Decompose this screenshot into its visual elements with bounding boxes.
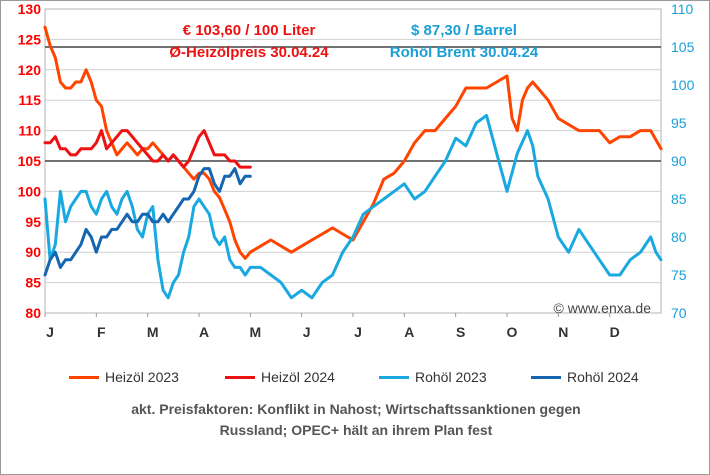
left-tick-105: 105: [18, 153, 42, 169]
brent-price-subtitle: Rohöl Brent 30.04.24: [390, 44, 539, 61]
legend-item-rohoel-2024: Rohöl 2024: [531, 369, 639, 385]
watermark: © www.enxa.de: [554, 300, 652, 316]
right-tick-80: 80: [671, 229, 687, 245]
x-tick-label-11: N: [558, 324, 568, 340]
right-tick-95: 95: [671, 115, 687, 131]
x-tick-label-1: J: [46, 324, 54, 340]
left-tick-95: 95: [25, 214, 41, 230]
legend-label-rohoel-2023: Rohöl 2023: [415, 369, 487, 385]
x-tick-label-7: J: [354, 324, 362, 340]
right-tick-110: 110: [671, 1, 694, 17]
right-tick-75: 75: [671, 267, 687, 283]
left-tick-85: 85: [25, 275, 41, 291]
brent-price-title: $ 87,30 / Barrel: [411, 22, 517, 39]
left-tick-120: 120: [18, 62, 42, 78]
legend-swatch-rohoel-2024: [531, 375, 561, 379]
x-tick-label-6: J: [303, 324, 311, 340]
heating-oil-price-title: € 103,60 / 100 Liter: [183, 22, 316, 39]
x-tick-label-9: S: [456, 324, 465, 340]
series-line-heizoel-2024: [43, 129, 252, 169]
legend-item-heizoel-2023: Heizöl 2023: [69, 369, 179, 385]
price-factors-line-1: akt. Preisfaktoren: Konflikt in Nahost; …: [131, 401, 581, 417]
left-tick-80: 80: [25, 305, 41, 321]
left-tick-110: 110: [18, 123, 41, 139]
legend-label-heizoel-2024: Heizöl 2024: [261, 369, 335, 385]
legend-label-rohoel-2024: Rohöl 2024: [567, 369, 639, 385]
left-tick-100: 100: [18, 183, 42, 199]
x-tick-label-12: D: [610, 324, 620, 340]
left-tick-130: 130: [18, 1, 42, 17]
left-tick-115: 115: [18, 92, 41, 108]
x-tick-label-8: A: [404, 324, 414, 340]
right-tick-90: 90: [671, 153, 687, 169]
series-line-heizoel-2023: [43, 25, 663, 260]
right-tick-85: 85: [671, 191, 687, 207]
legend-label-heizoel-2023: Heizöl 2023: [105, 369, 179, 385]
right-tick-100: 100: [671, 77, 695, 93]
price-factors-line-2: Russland; OPEC+ hält an ihrem Plan fest: [219, 422, 493, 438]
x-tick-label-2: F: [97, 324, 106, 340]
legend-swatch-rohoel-2023: [379, 375, 409, 379]
x-tick-label-10: O: [507, 324, 518, 340]
right-tick-70: 70: [671, 305, 687, 321]
legend-item-heizoel-2024: Heizöl 2024: [225, 369, 335, 385]
x-tick-label-5: M: [249, 324, 261, 340]
right-tick-105: 105: [671, 39, 695, 55]
heating-oil-price-subtitle: Ø-Heizölpreis 30.04.24: [169, 44, 329, 61]
left-tick-125: 125: [18, 31, 42, 47]
legend-swatch-heizoel-2024: [225, 375, 255, 379]
legend-item-rohoel-2023: Rohöl 2023: [379, 369, 487, 385]
price-factors-note: akt. Preisfaktoren: Konflikt in Nahost; …: [61, 399, 651, 441]
legend-swatch-heizoel-2023: [69, 375, 99, 379]
series-line-rohoel-2024: [43, 167, 252, 277]
left-tick-90: 90: [25, 244, 41, 260]
x-tick-label-3: M: [147, 324, 159, 340]
series-line-rohoel-2023: [43, 113, 663, 300]
x-tick-label-4: A: [199, 324, 209, 340]
